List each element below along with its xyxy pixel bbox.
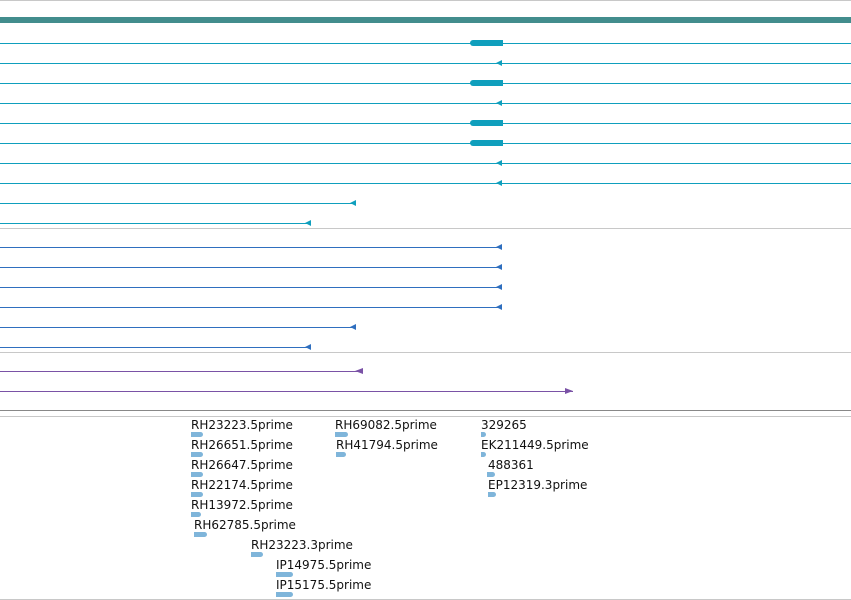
strand-arrow-icon [496, 284, 502, 290]
est-alignment-bar[interactable] [481, 452, 486, 457]
strand-arrow-icon [496, 100, 502, 106]
transcript-track[interactable] [0, 163, 851, 164]
est-label[interactable]: 329265 [481, 418, 527, 432]
est-alignment-bar[interactable] [481, 432, 486, 437]
transcript-track[interactable] [0, 391, 573, 392]
est-alignment-bar[interactable] [191, 472, 203, 477]
est-alignment-bar[interactable] [488, 492, 496, 497]
transcript-track[interactable] [0, 83, 851, 84]
est-label[interactable]: EP12319.3prime [488, 478, 588, 492]
strand-arrow-icon [496, 180, 502, 186]
transcript-track[interactable] [0, 267, 502, 268]
gene-span-band[interactable] [0, 17, 851, 23]
exon-block[interactable] [470, 120, 503, 126]
strand-arrow-icon [565, 388, 573, 394]
est-label[interactable]: IP15175.5prime [276, 578, 372, 592]
strand-arrow-icon [350, 324, 356, 330]
est-alignment-bar[interactable] [276, 592, 293, 597]
transcript-track[interactable] [0, 247, 502, 248]
est-label[interactable]: RH23223.5prime [191, 418, 293, 432]
est-alignment-bar[interactable] [336, 452, 346, 457]
est-label[interactable]: 488361 [488, 458, 534, 472]
top-divider [0, 0, 851, 1]
strand-arrow-icon [496, 264, 502, 270]
est-label[interactable]: RH69082.5prime [335, 418, 437, 432]
est-alignment-bar[interactable] [335, 432, 348, 437]
transcript-track[interactable] [0, 103, 851, 104]
transcript-track[interactable] [0, 327, 356, 328]
est-label[interactable]: RH26647.5prime [191, 458, 293, 472]
strand-arrow-icon [496, 160, 502, 166]
est-alignment-bar[interactable] [191, 432, 203, 437]
est-label[interactable]: RH41794.5prime [336, 438, 438, 452]
transcript-track[interactable] [0, 63, 851, 64]
est-label[interactable]: RH13972.5prime [191, 498, 293, 512]
transcript-track[interactable] [0, 307, 502, 308]
est-alignment-bar[interactable] [251, 552, 263, 557]
est-alignment-bar[interactable] [487, 472, 495, 477]
transcript-track[interactable] [0, 223, 311, 224]
transcript-track[interactable] [0, 371, 360, 372]
exon-block[interactable] [470, 40, 503, 46]
est-alignment-bar[interactable] [194, 532, 207, 537]
est-label[interactable]: RH23223.3prime [251, 538, 353, 552]
track-divider-3 [0, 410, 851, 411]
transcript-track[interactable] [0, 347, 311, 348]
est-label[interactable]: RH22174.5prime [191, 478, 293, 492]
est-alignment-bar[interactable] [191, 492, 203, 497]
strand-arrow-icon [305, 220, 311, 226]
strand-arrow-icon [355, 368, 363, 374]
est-alignment-bar[interactable] [276, 572, 293, 577]
est-label[interactable]: EK211449.5prime [481, 438, 589, 452]
track-divider-4 [0, 416, 851, 417]
transcript-track[interactable] [0, 203, 356, 204]
strand-arrow-icon [496, 304, 502, 310]
transcript-track[interactable] [0, 43, 851, 44]
exon-block[interactable] [470, 140, 503, 146]
strand-arrow-icon [496, 244, 502, 250]
est-alignment-bar[interactable] [191, 452, 203, 457]
est-label[interactable]: RH26651.5prime [191, 438, 293, 452]
exon-block[interactable] [470, 80, 503, 86]
est-label[interactable]: IP14975.5prime [276, 558, 372, 572]
transcript-track[interactable] [0, 183, 851, 184]
transcript-track[interactable] [0, 143, 851, 144]
transcript-track[interactable] [0, 123, 851, 124]
strand-arrow-icon [350, 200, 356, 206]
est-label[interactable]: RH62785.5prime [194, 518, 296, 532]
strand-arrow-icon [305, 344, 311, 350]
strand-arrow-icon [496, 60, 502, 66]
transcript-track[interactable] [0, 287, 502, 288]
est-alignment-bar[interactable] [191, 512, 201, 517]
track-divider-2 [0, 352, 851, 353]
track-divider-1 [0, 228, 851, 229]
